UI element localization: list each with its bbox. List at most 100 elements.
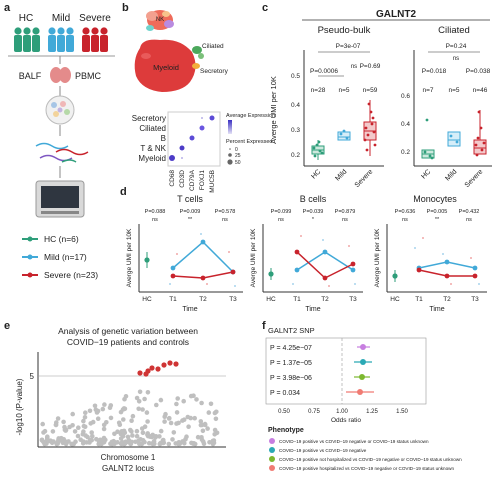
manhattan-point xyxy=(101,422,107,428)
manhattan-point xyxy=(195,434,201,440)
manhattan-point xyxy=(145,390,151,395)
manhattan-point xyxy=(137,441,142,447)
manhattan-point xyxy=(39,438,45,443)
manhattan-point xyxy=(73,439,78,444)
manhattan-point xyxy=(63,428,68,433)
manhattan-point xyxy=(42,441,47,447)
panel-letter-f: f xyxy=(262,320,266,332)
tcells-xlabel: Time xyxy=(182,306,197,313)
tcells-ylabel: Averge UMI per 10K xyxy=(126,228,133,287)
pb-ns: ns xyxy=(351,64,357,70)
tcells-xtick-t2: T2 xyxy=(199,296,207,303)
panel-d-timecourse: T cells P=0.088 P=0.009 P=0.578 ns ** ns… xyxy=(126,194,487,313)
forest-xtick: 0.75 xyxy=(308,409,320,415)
sequencer-icon xyxy=(35,180,85,218)
umap-label-myeloid: Myeloid xyxy=(153,63,179,72)
manhattan-point xyxy=(200,428,206,434)
bcells-p3: P=0.879 xyxy=(335,209,356,215)
manhattan-point xyxy=(181,398,186,404)
cil-box-hc xyxy=(421,149,435,159)
dotplot-dots xyxy=(169,115,215,161)
dot-col-muc5b: MUC5B xyxy=(209,170,216,193)
manhattan-point xyxy=(129,429,134,434)
cil-box-mild xyxy=(447,131,461,147)
monocytes-sig3: ns xyxy=(466,217,472,223)
manhattan-point xyxy=(83,410,88,415)
manhattan-point xyxy=(154,402,159,408)
manhattan-point xyxy=(183,436,188,442)
pb-ytick: 0.5 xyxy=(291,73,300,80)
subtitle-ciliated: Ciliated xyxy=(438,25,470,36)
phenotype-swatch-3 xyxy=(269,456,275,462)
pb-ytick: 0.3 xyxy=(291,127,300,134)
monocytes-xtick-t3: T3 xyxy=(471,296,479,303)
phenotype-label-3: COVID−19 positive not hospitalized vs CO… xyxy=(279,457,462,462)
manhattan-point xyxy=(95,408,101,414)
manhattan-point xyxy=(128,441,133,446)
manhattan-point xyxy=(92,403,98,409)
dot-col-foxj1: FOXJ1 xyxy=(199,170,206,191)
lung-icon xyxy=(50,67,71,83)
dot-row-tnk: T & NK xyxy=(140,144,166,153)
pct-label-50: 50 xyxy=(235,160,241,166)
manhattan-point xyxy=(140,407,145,412)
manhattan-point xyxy=(112,431,117,437)
manhattan-point xyxy=(145,431,150,436)
manhattan-point xyxy=(214,409,219,415)
manhattan-point xyxy=(40,421,45,427)
manhattan-point xyxy=(194,397,199,402)
phenotype-label-2: COVID−19 positive vs COVID−19 negative xyxy=(279,448,367,453)
manhattan-point xyxy=(80,431,86,437)
panel-e-manhattan: Analysis of genetic variation between CO… xyxy=(15,326,226,473)
bcells-ylabel: Averge UMI per 10K xyxy=(250,228,257,287)
cil-xtick-mild: Mild xyxy=(444,168,458,182)
manhattan-point xyxy=(53,422,59,428)
manhattan-point xyxy=(76,425,81,430)
pb-n-severe: n=59 xyxy=(363,87,378,94)
monocytes-subplot: Monocytes P=0.636 P=0.005 P=0.432 ns ** … xyxy=(374,194,487,313)
manhattan-point xyxy=(102,402,107,407)
dot-row-b: B xyxy=(161,134,166,143)
severe-people-icon xyxy=(82,27,108,52)
subtitle-pseudo-bulk: Pseudo-bulk xyxy=(318,25,371,36)
cil-pval-mild-severe: P=0.038 xyxy=(466,68,491,75)
pb-pval-hc-mild: P=0.0006 xyxy=(310,68,338,75)
ylabel-pseudo-bulk: Averge UMI per 10K xyxy=(269,76,278,144)
tcells-sig1: ns xyxy=(152,217,158,223)
manhattan-point xyxy=(158,428,164,434)
legend-percent-expressed: Percent Expressed xyxy=(226,139,272,145)
manhattan-point xyxy=(205,426,210,431)
monocytes-sig1: ns xyxy=(402,217,408,223)
manhattan-point xyxy=(174,421,179,426)
manhattan-point xyxy=(137,389,143,395)
manhattan-point xyxy=(145,419,150,424)
forest-title: GALNT2 SNP xyxy=(268,326,315,335)
forest-xtick: 1.25 xyxy=(366,409,378,415)
manhattan-xlabel-line1: Chromosome 1 xyxy=(101,453,156,462)
tcells-xtick-t3: T3 xyxy=(229,296,237,303)
manhattan-ytick-5: 5 xyxy=(30,372,35,381)
dot-row-secretory: Secretory xyxy=(132,114,166,123)
monocytes-xlabel: Time xyxy=(429,306,444,313)
manhattan-point xyxy=(119,429,125,434)
cil-pval-hc-severe: P=0.24 xyxy=(446,43,467,50)
bcells-subplot: B cells P=0.099 P=0.039 P=0.879 ns * ns … xyxy=(250,194,363,313)
monocytes-title: Monocytes xyxy=(413,194,457,204)
manhattan-point xyxy=(130,433,135,438)
manhattan-point xyxy=(42,428,48,434)
manhattan-point xyxy=(144,410,150,415)
manhattan-point xyxy=(90,434,95,439)
panel-letter-a: a xyxy=(4,2,11,14)
tcells-xtick-hc: HC xyxy=(142,296,152,303)
pb-n-mild: n=5 xyxy=(338,87,349,94)
manhattan-point xyxy=(212,432,217,437)
cil-box-severe xyxy=(473,110,487,155)
panel-a-legend xyxy=(22,236,38,278)
group-label-hc: HC xyxy=(19,13,33,24)
pb-box-hc xyxy=(311,140,325,160)
manhattan-point xyxy=(101,426,107,432)
pb-pval-mild-severe: P=0.69 xyxy=(360,63,381,70)
cil-ytick: 0.2 xyxy=(401,149,410,156)
manhattan-point xyxy=(170,437,175,442)
cil-jitter-points xyxy=(423,110,486,160)
